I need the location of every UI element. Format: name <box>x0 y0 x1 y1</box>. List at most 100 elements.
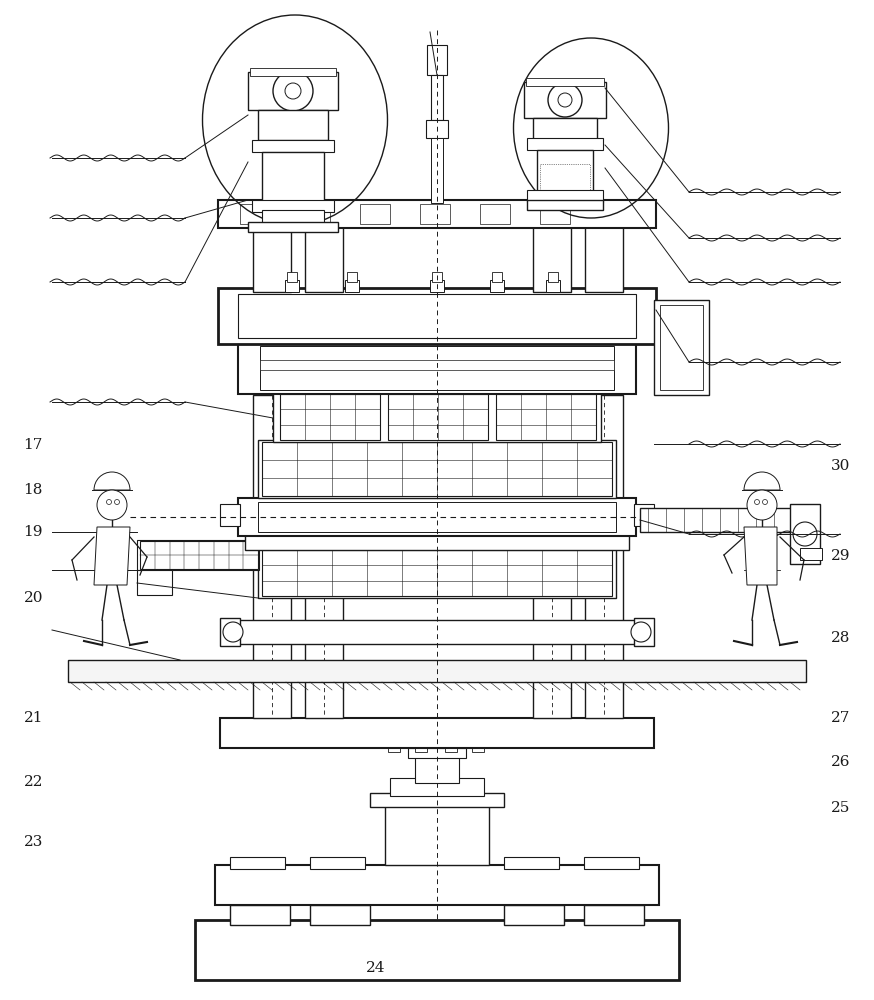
Bar <box>253 225 291 292</box>
Bar <box>527 138 603 150</box>
Text: 25: 25 <box>831 801 850 815</box>
Bar <box>273 392 601 442</box>
Bar <box>660 305 703 390</box>
Text: 17: 17 <box>24 438 43 452</box>
Bar <box>490 280 504 292</box>
Circle shape <box>793 522 817 546</box>
Bar <box>427 45 447 75</box>
Bar <box>253 395 291 718</box>
Bar <box>408 748 466 758</box>
Circle shape <box>548 83 582 117</box>
Bar <box>540 204 570 224</box>
Bar <box>230 905 290 925</box>
Text: 22: 22 <box>24 775 43 789</box>
Text: 27: 27 <box>831 711 850 725</box>
Bar <box>504 905 564 925</box>
Bar <box>527 190 603 202</box>
Bar <box>640 508 800 532</box>
Bar <box>492 272 502 282</box>
Bar <box>218 288 656 344</box>
Text: 26: 26 <box>831 755 850 769</box>
Bar <box>220 618 240 646</box>
Bar <box>300 204 330 224</box>
Bar <box>140 541 258 569</box>
Bar <box>496 394 596 440</box>
Bar <box>252 140 334 152</box>
Text: 21: 21 <box>24 711 43 725</box>
Bar <box>238 342 636 394</box>
Circle shape <box>273 71 313 111</box>
Bar <box>388 740 400 752</box>
Circle shape <box>107 499 112 504</box>
Bar <box>533 395 571 718</box>
Bar <box>585 225 623 292</box>
Bar <box>248 72 338 110</box>
Bar <box>370 793 504 807</box>
Circle shape <box>747 490 777 520</box>
Bar <box>280 394 380 440</box>
Bar <box>262 210 324 225</box>
Text: 24: 24 <box>366 961 385 975</box>
Bar <box>220 504 240 526</box>
Bar <box>285 280 299 292</box>
Bar <box>540 164 590 200</box>
Text: 23: 23 <box>24 835 43 849</box>
Bar <box>537 150 593 192</box>
Bar <box>634 618 654 646</box>
Bar <box>68 660 806 682</box>
Bar <box>262 152 324 204</box>
Bar <box>546 280 560 292</box>
Bar <box>258 502 616 532</box>
Bar <box>245 534 629 550</box>
Bar <box>137 540 259 570</box>
Bar <box>584 857 639 869</box>
Bar <box>220 718 654 748</box>
Bar <box>548 272 558 282</box>
Bar <box>345 280 359 292</box>
Circle shape <box>223 622 243 642</box>
Circle shape <box>97 490 127 520</box>
Bar <box>230 857 285 869</box>
Bar <box>390 778 484 796</box>
Bar <box>431 138 443 203</box>
Bar <box>240 204 270 224</box>
Bar <box>527 200 603 210</box>
Bar <box>195 920 679 980</box>
Bar <box>238 498 636 536</box>
Bar <box>258 440 616 498</box>
Bar <box>415 755 459 783</box>
Bar <box>385 800 489 865</box>
Bar <box>215 865 659 905</box>
Bar <box>260 346 614 390</box>
Bar <box>238 620 636 644</box>
Bar <box>584 905 644 925</box>
Circle shape <box>631 622 651 642</box>
Circle shape <box>114 499 120 504</box>
Bar <box>533 118 597 140</box>
Bar <box>310 905 370 925</box>
Bar <box>533 225 571 292</box>
Bar <box>415 740 427 752</box>
Bar <box>305 225 343 292</box>
Bar <box>287 272 297 282</box>
Bar <box>238 294 636 338</box>
Bar <box>634 504 654 526</box>
Wedge shape <box>744 472 780 490</box>
Bar <box>310 857 365 869</box>
Text: 20: 20 <box>24 591 43 605</box>
Bar <box>585 395 623 718</box>
Bar <box>258 548 616 598</box>
Bar <box>790 504 820 564</box>
Text: 29: 29 <box>831 549 850 563</box>
Bar <box>305 395 343 718</box>
Bar <box>250 68 336 76</box>
Bar <box>445 740 457 752</box>
Bar <box>432 272 442 282</box>
Polygon shape <box>744 527 777 585</box>
Bar <box>260 360 614 370</box>
Bar <box>360 204 390 224</box>
Bar <box>800 548 822 560</box>
Bar <box>137 570 172 595</box>
Bar <box>504 857 559 869</box>
Circle shape <box>754 499 760 504</box>
